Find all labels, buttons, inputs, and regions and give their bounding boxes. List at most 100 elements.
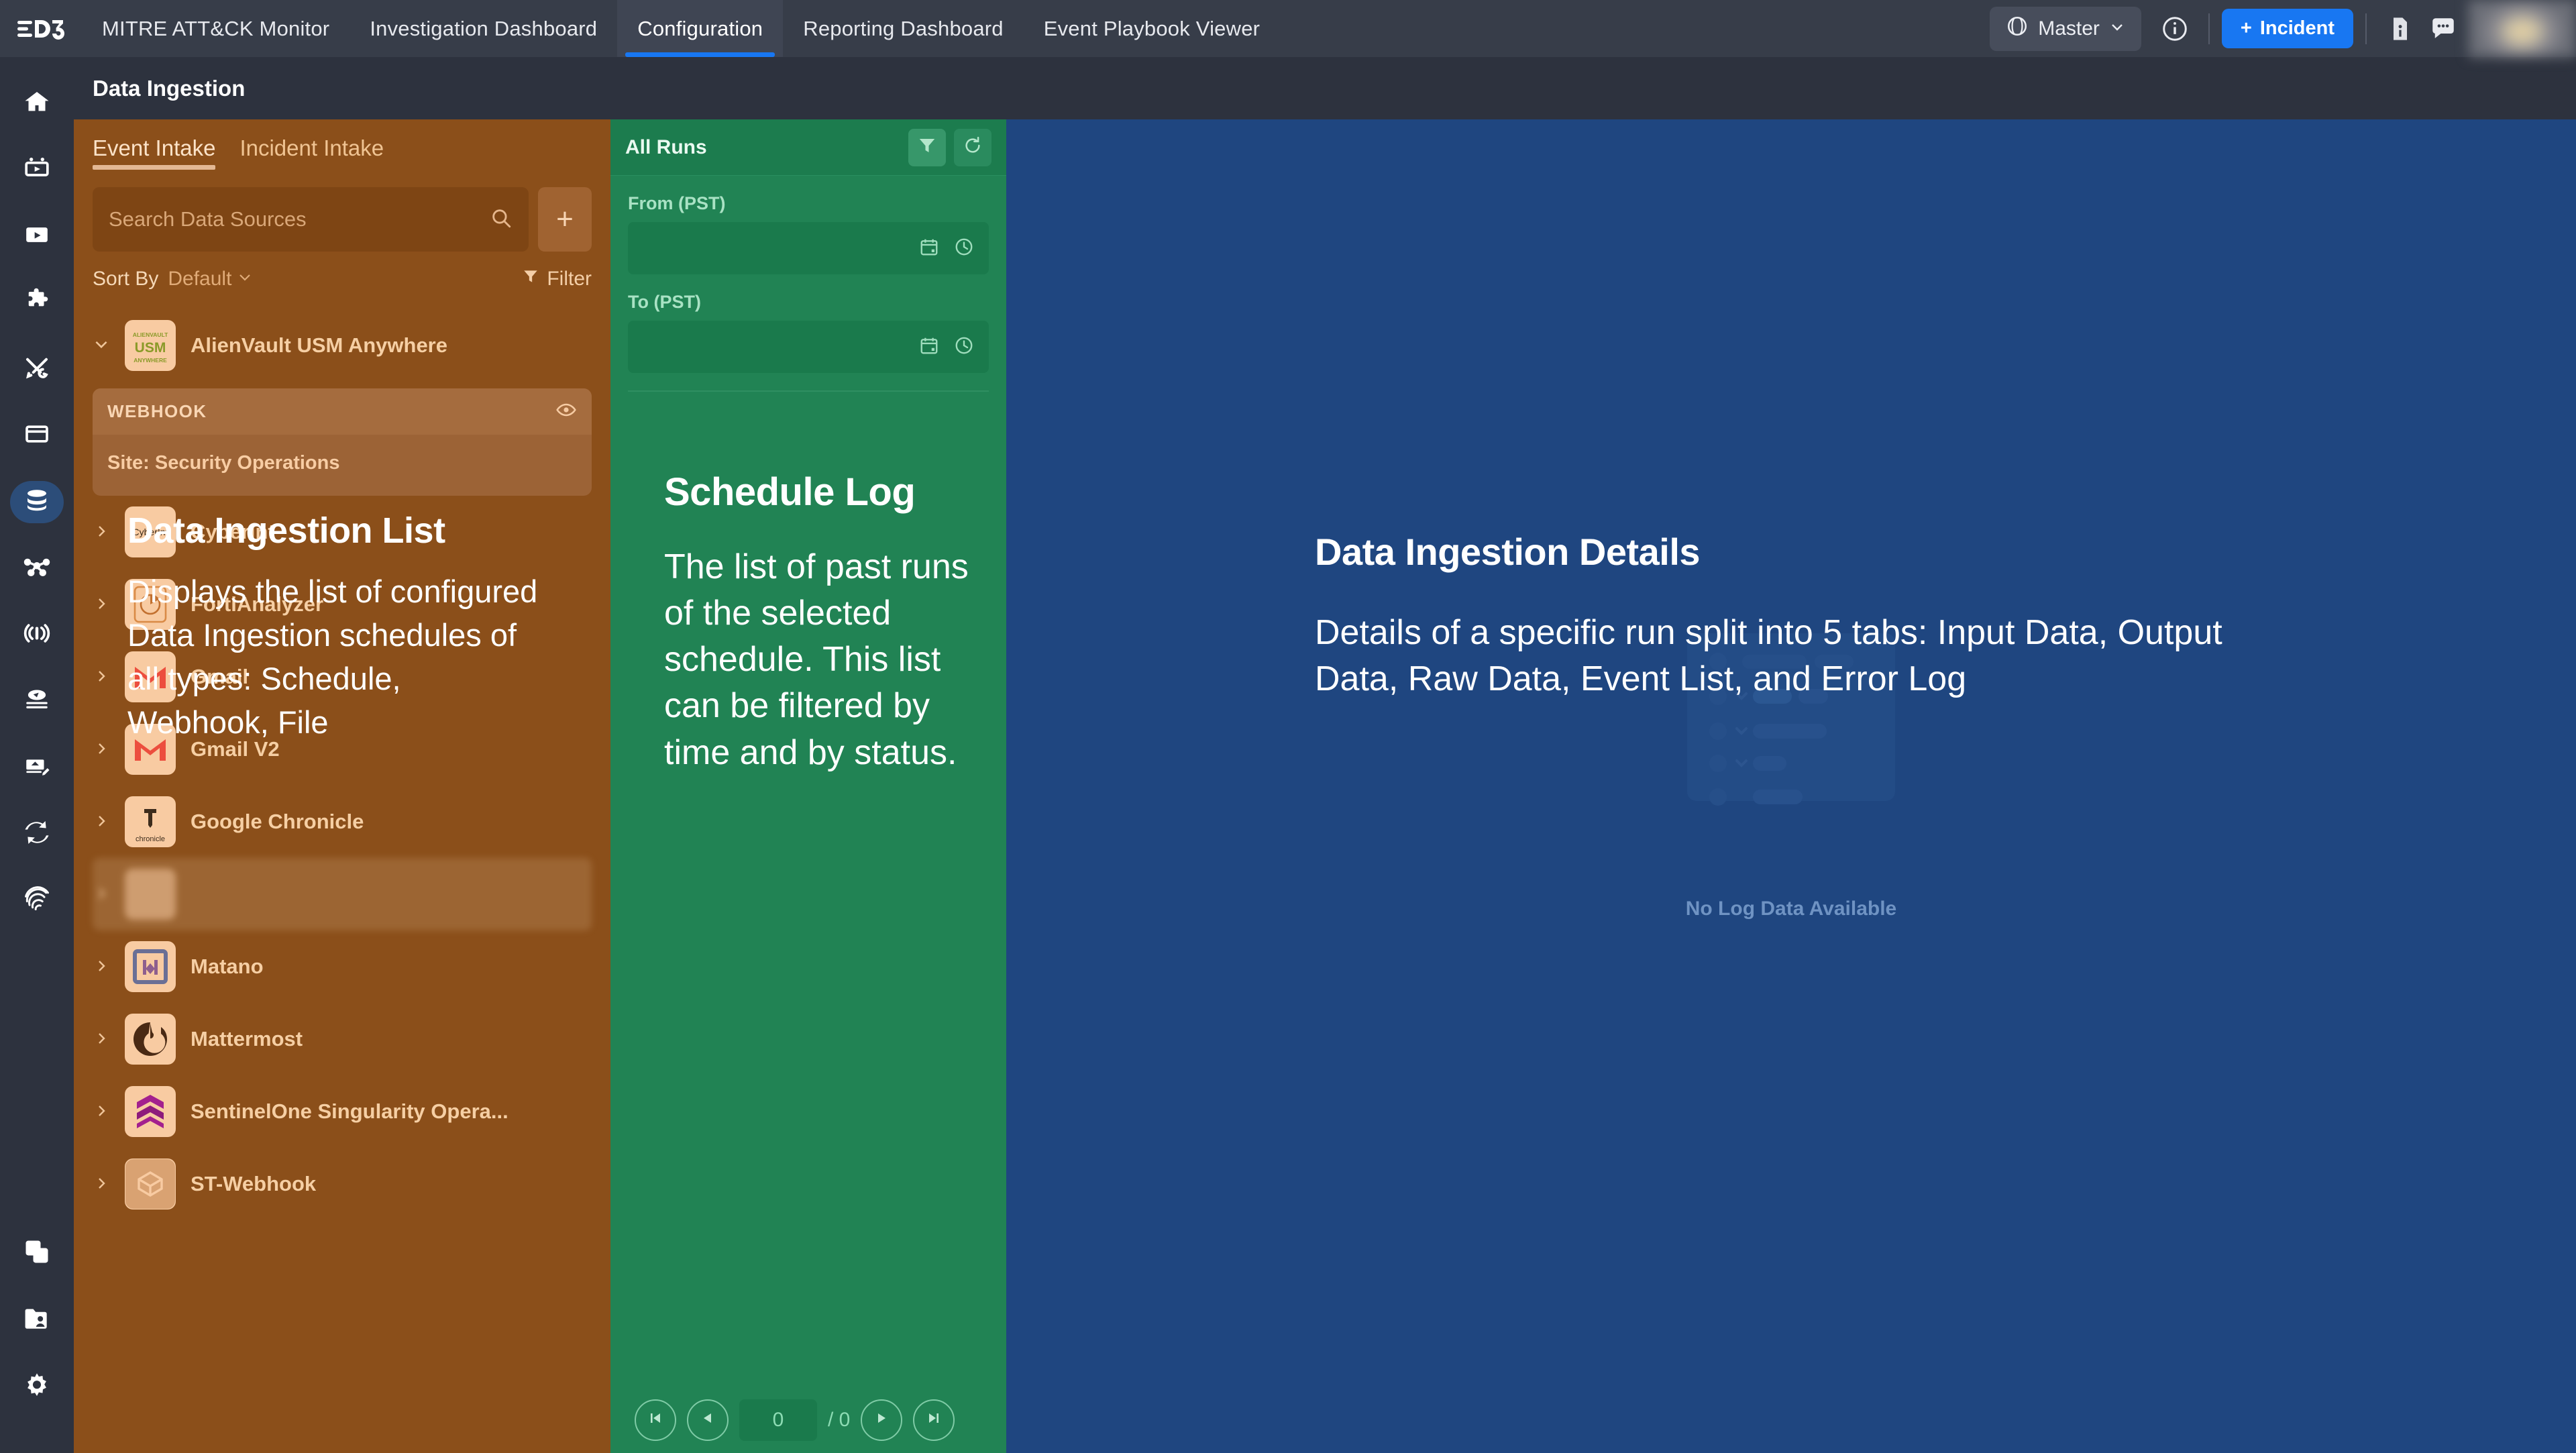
- data-source-row-redacted[interactable]: [93, 858, 592, 930]
- info-circle-icon[interactable]: [2153, 7, 2196, 50]
- chevron-right-icon[interactable]: [93, 1099, 110, 1125]
- data-source-row-sentinelone[interactable]: SentinelOne Singularity Opera...: [74, 1075, 610, 1148]
- sentinelone-logo: [125, 1086, 176, 1137]
- search-input[interactable]: [109, 207, 490, 231]
- video-play-icon: [23, 221, 50, 252]
- refresh-icon: [963, 136, 983, 159]
- document-info-icon[interactable]: [2379, 7, 2422, 50]
- sidebar-item-monitoring[interactable]: [5, 602, 69, 668]
- data-source-name: CyberInt: [191, 520, 275, 543]
- data-source-row-st-webhook[interactable]: ST-Webhook: [74, 1148, 610, 1220]
- runs-refresh-button[interactable]: [954, 128, 991, 166]
- prev-page-button[interactable]: [687, 1399, 729, 1441]
- chevron-right-icon[interactable]: [93, 664, 110, 690]
- page-total-label: / 0: [828, 1409, 851, 1431]
- chat-bubble-icon[interactable]: [2422, 7, 2465, 50]
- sidebar-item-settings[interactable]: [5, 1354, 69, 1421]
- clock-icon[interactable]: [954, 237, 974, 260]
- nav-tab-configuration[interactable]: Configuration: [617, 0, 784, 57]
- refresh-arrows-icon: [23, 818, 51, 850]
- chevron-down-icon[interactable]: [93, 333, 110, 359]
- data-ingestion-details-panel: No Log Data Available: [1006, 119, 2576, 1453]
- nav-tab-reporting-dashboard[interactable]: Reporting Dashboard: [783, 0, 1023, 57]
- chevron-right-icon[interactable]: [93, 954, 110, 980]
- runs-time-filter: From (PST) To (PST): [610, 176, 1006, 392]
- data-source-row-cyberint[interactable]: CyberInt CyberInt: [74, 496, 610, 568]
- report-pencil-icon: [23, 752, 51, 784]
- d3-logo[interactable]: [0, 18, 82, 40]
- data-source-row-alienvault[interactable]: ALIENVAULT USM ANYWHERE AlienVault USM A…: [74, 309, 610, 382]
- chevron-right-icon[interactable]: [93, 1026, 110, 1053]
- from-datetime-input[interactable]: [628, 222, 989, 274]
- alienvault-usm-logo: ALIENVAULT USM ANYWHERE: [125, 320, 176, 371]
- nav-tab-label: Event Playbook Viewer: [1043, 16, 1260, 40]
- sidebar-item-playbook-monitor[interactable]: [5, 137, 69, 203]
- data-source-name: Mattermost: [191, 1027, 303, 1051]
- chevron-right-icon[interactable]: [93, 519, 110, 545]
- data-source-row-google-chronicle[interactable]: chronicle Google Chronicle: [74, 786, 610, 858]
- runs-filter-button[interactable]: [908, 128, 946, 166]
- to-datetime-input[interactable]: [628, 321, 989, 373]
- nav-tab-mitre-attack-monitor[interactable]: MITRE ATT&CK Monitor: [82, 0, 350, 57]
- tab-label: Event Intake: [93, 136, 216, 160]
- sidebar-item-user-folder[interactable]: [5, 1287, 69, 1354]
- fortianalyzer-logo: [125, 579, 176, 630]
- nav-tab-investigation-dashboard[interactable]: Investigation Dashboard: [350, 0, 617, 57]
- sidebar-item-scheduler[interactable]: [5, 402, 69, 469]
- sidebar-item-clone[interactable]: [5, 1220, 69, 1287]
- sidebar-item-home[interactable]: [5, 70, 69, 137]
- next-page-button[interactable]: [861, 1399, 903, 1441]
- nav-tab-event-playbook-viewer[interactable]: Event Playbook Viewer: [1024, 0, 1280, 57]
- sidebar-item-correlation[interactable]: [5, 535, 69, 602]
- search-data-sources-box[interactable]: [93, 187, 529, 252]
- intake-tabs: Event Intake Incident Intake: [74, 119, 610, 170]
- sidebar-item-integrations[interactable]: [5, 270, 69, 336]
- chevron-right-icon[interactable]: [93, 592, 110, 618]
- eye-icon[interactable]: [555, 399, 577, 424]
- data-source-row-gmail[interactable]: Gmail: [74, 641, 610, 713]
- tab-event-intake[interactable]: Event Intake: [93, 136, 216, 170]
- sort-by-value: Default: [168, 268, 232, 290]
- all-runs-actions: [908, 128, 991, 166]
- data-source-name: [191, 882, 277, 906]
- filter-button[interactable]: Filter: [522, 268, 592, 290]
- chevron-right-icon[interactable]: [93, 737, 110, 763]
- sidebar-item-threat-intel[interactable]: [5, 668, 69, 735]
- avatar[interactable]: [2469, 0, 2576, 57]
- calendar-icon[interactable]: [919, 335, 939, 359]
- runs-pagination: 0 / 0: [610, 1399, 1006, 1441]
- chevron-right-icon[interactable]: [93, 809, 110, 835]
- search-icon[interactable]: [490, 207, 513, 233]
- svg-text:CyberInt: CyberInt: [133, 527, 168, 537]
- data-source-row-mattermost[interactable]: Mattermost: [74, 1003, 610, 1075]
- data-source-row-fortianalyzer[interactable]: FortiAnalyzer: [74, 568, 610, 641]
- sidebar-item-sync[interactable]: [5, 801, 69, 867]
- sidebar-item-reports[interactable]: [5, 735, 69, 801]
- sidebar-item-playbook[interactable]: [5, 203, 69, 270]
- calendar-icon[interactable]: [919, 237, 939, 260]
- sidebar-item-utility-commands[interactable]: [5, 336, 69, 402]
- add-incident-button[interactable]: + Incident: [2221, 9, 2353, 48]
- nav-right-actions: Master + Incident: [1990, 0, 2576, 57]
- globe-icon: [2006, 15, 2029, 43]
- page-number-input[interactable]: 0: [739, 1399, 817, 1441]
- add-data-source-button[interactable]: +: [538, 187, 592, 252]
- svg-text:ANYWHERE: ANYWHERE: [133, 357, 167, 364]
- first-page-button[interactable]: [635, 1399, 676, 1441]
- fingerprint-icon: [22, 884, 52, 917]
- matano-logo: [125, 941, 176, 992]
- filter-label: Filter: [547, 268, 592, 290]
- gmail-logo: [125, 651, 176, 702]
- site-selector[interactable]: Master: [1990, 6, 2141, 51]
- last-page-button[interactable]: [913, 1399, 955, 1441]
- sidebar-item-data-ingestion[interactable]: [5, 469, 69, 535]
- chevron-right-icon[interactable]: [93, 1171, 110, 1197]
- webhook-schedule-card[interactable]: WEBHOOK Site: Security Operations: [93, 388, 592, 496]
- tab-incident-intake[interactable]: Incident Intake: [239, 136, 384, 170]
- sidebar-item-forensics[interactable]: [5, 867, 69, 934]
- data-source-row-gmail-v2[interactable]: Gmail V2: [74, 713, 610, 786]
- chevron-right-icon[interactable]: [93, 881, 110, 908]
- sort-by-dropdown[interactable]: Default: [168, 268, 253, 290]
- clock-icon[interactable]: [954, 335, 974, 359]
- data-source-row-matano[interactable]: Matano: [74, 930, 610, 1003]
